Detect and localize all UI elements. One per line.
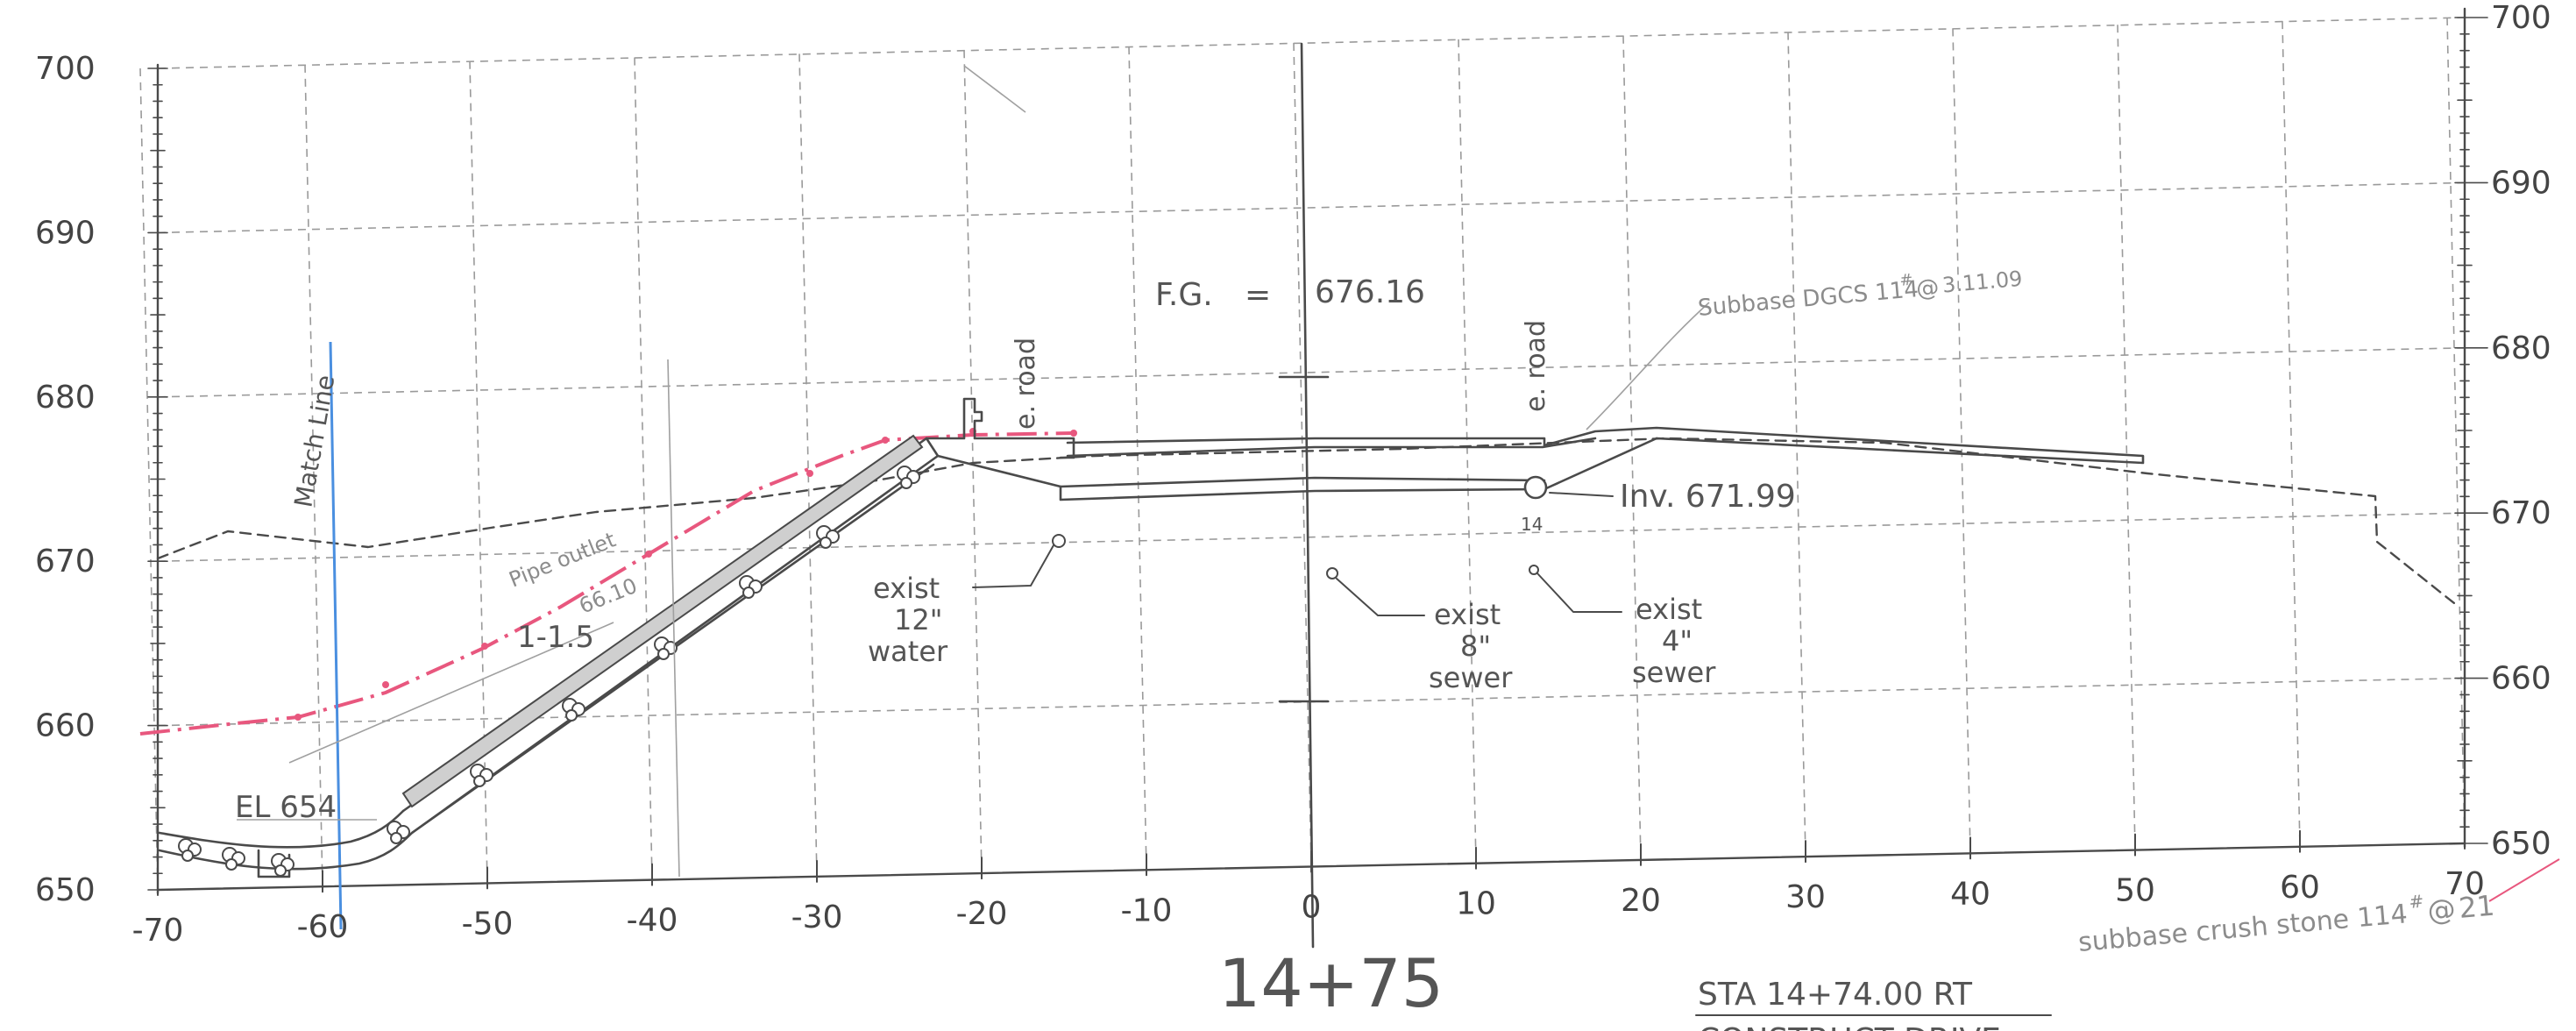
offset-label: -20 <box>956 896 1008 932</box>
exist-water-1: exist <box>873 572 940 605</box>
grid-column <box>2281 21 2301 847</box>
grid-column <box>304 64 323 887</box>
riprap-stone <box>654 636 678 660</box>
grid-row <box>157 181 2466 234</box>
right-elevation-label: 670 <box>2491 495 2551 531</box>
invert-label: Inv. 671.99 <box>1620 479 1796 515</box>
hatched-liner <box>401 434 924 808</box>
offset-label: -50 <box>462 906 514 942</box>
centerline <box>1300 42 1315 949</box>
subbase-top-sep: @ <box>1915 274 1941 302</box>
offset-label: -70 <box>132 913 184 949</box>
slope-label: 1-1.5 <box>517 620 594 655</box>
grid-column <box>469 60 488 884</box>
exist-sewer8-2: 8" <box>1460 629 1491 663</box>
exist-sewer4-1: exist <box>1636 593 1702 626</box>
offset-label: 40 <box>1950 876 1991 912</box>
offset-labels: -70 -60 -50 -40 -30 -20 -10 0 10 20 30 40 50 60 70 <box>132 866 2485 949</box>
grid-column <box>1622 35 1642 860</box>
right-elevation-label: 660 <box>2491 661 2551 697</box>
road-structure <box>925 397 2145 501</box>
riprap-stone <box>739 575 763 599</box>
riprap-stone <box>178 838 202 862</box>
exist-water-3: water <box>868 635 948 668</box>
grid-column <box>963 50 983 874</box>
riprap-stone <box>387 821 410 844</box>
exist-water-2: 12" <box>894 603 942 636</box>
proposed-grade-points <box>295 428 1077 721</box>
riprap-stone <box>271 853 295 877</box>
tick-marks <box>147 7 2488 896</box>
exist-sewer8-1: exist <box>1434 598 1501 631</box>
right-elevation-label: 650 <box>2491 826 2551 862</box>
proposed-grade-line <box>139 431 1075 736</box>
grid-column <box>139 68 159 891</box>
station-title: 14+75 <box>1218 944 1444 1022</box>
grid-column <box>2446 17 2466 844</box>
left-elevation-label: 650 <box>35 872 96 908</box>
station-subcaption: CONSTRUCT DRIVE <box>1698 1022 2001 1031</box>
grid-row <box>157 512 2466 562</box>
grid-column <box>1458 39 1477 864</box>
left-elevation-label: 690 <box>35 215 96 251</box>
riprap-stone <box>470 764 493 787</box>
left-elevation-label: 660 <box>35 708 96 744</box>
riprap-stones <box>178 466 920 877</box>
riprap-stone <box>816 525 840 549</box>
grid-column <box>798 53 818 877</box>
offset-label: 70 <box>2445 866 2485 902</box>
exist-sewer8-3: sewer <box>1429 661 1513 694</box>
grid-column <box>1128 46 1147 871</box>
offset-label: 20 <box>1621 883 1661 919</box>
right-elevation-label: 690 <box>2491 165 2551 201</box>
grid-column <box>634 57 653 880</box>
subbase-bottom-end: 21 <box>2458 889 2496 925</box>
offset-label: -10 <box>1121 892 1173 928</box>
offset-label: -40 <box>627 903 678 939</box>
grid-column <box>2117 25 2136 850</box>
riprap-stone <box>222 847 245 871</box>
offset-label: -30 <box>791 899 843 935</box>
subbase-bottom-suffix: # <box>2409 891 2425 913</box>
subbase-bottom-sep: @ <box>2426 892 2457 928</box>
right-elevation-label: 680 <box>2491 331 2551 366</box>
exist-sewer4-2: 4" <box>1662 624 1692 658</box>
left-elevation-labels: 700 690 680 670 660 650 <box>35 51 96 908</box>
pencil-leaders <box>237 65 2560 902</box>
left-elevation-label: 680 <box>35 380 96 416</box>
riprap-stone <box>562 698 585 722</box>
fg-label: F.G. <box>1155 277 1213 313</box>
offset-label: 60 <box>2280 870 2320 906</box>
el-label: EL 654 <box>235 790 337 825</box>
offset-label: 30 <box>1785 879 1826 915</box>
fg-eq: = <box>1245 277 1271 313</box>
grid-row <box>157 17 2466 69</box>
grid-row <box>157 347 2466 398</box>
inv-pipe <box>1523 475 1548 500</box>
right-elevation-labels: 700 690 680 670 660 650 <box>2491 0 2551 862</box>
subbase-top-suffix: # <box>1899 271 1914 290</box>
offset-label: 50 <box>2115 873 2155 909</box>
pipe-size-label: 14 <box>1521 514 1543 535</box>
offset-label: -60 <box>297 909 349 945</box>
grid-column <box>1293 42 1312 867</box>
left-elevation-label: 670 <box>35 544 96 579</box>
riprap-stone <box>897 466 920 489</box>
road-label-left: e. road <box>1011 338 1041 430</box>
offset-label: 10 <box>1456 886 1496 922</box>
utility-markers <box>972 534 1622 616</box>
fg-value: 676.16 <box>1315 274 1425 310</box>
right-elevation-label: 700 <box>2491 0 2551 36</box>
offset-label: 0 <box>1302 890 1322 926</box>
station-caption: STA 14+74.00 RT <box>1698 977 1973 1013</box>
exist-sewer4-3: sewer <box>1632 656 1716 689</box>
road-label-right: e. road <box>1521 320 1551 412</box>
grid-column <box>1952 28 1971 854</box>
left-elevation-label: 700 <box>35 51 96 87</box>
match-line-marker <box>329 341 343 930</box>
